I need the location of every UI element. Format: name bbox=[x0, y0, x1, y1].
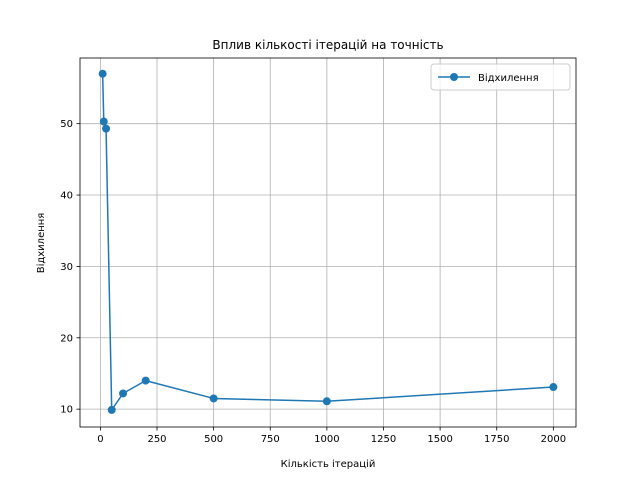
plot-frame bbox=[79, 57, 577, 428]
data-point bbox=[322, 397, 331, 406]
data-point bbox=[102, 124, 111, 133]
x-tick-label: 1500 bbox=[427, 434, 452, 445]
data-point bbox=[98, 69, 107, 78]
data-point bbox=[209, 394, 218, 403]
x-axis-label: Кількість ітерацій bbox=[281, 458, 376, 470]
x-tick-label: 1000 bbox=[314, 434, 339, 445]
data-point bbox=[119, 389, 128, 398]
y-tick-label: 50 bbox=[60, 119, 73, 130]
y-tick-label: 40 bbox=[60, 191, 73, 202]
grid bbox=[80, 58, 576, 427]
x-tick-label: 500 bbox=[204, 434, 223, 445]
legend-box bbox=[430, 63, 571, 91]
legend-marker-icon bbox=[450, 73, 458, 81]
y-axis-label: Відхилення bbox=[35, 213, 47, 274]
legend: Відхилення bbox=[430, 63, 571, 91]
data-point bbox=[107, 405, 116, 414]
y-axis: 10 20 30 40 50 bbox=[60, 119, 80, 416]
x-tick-label: 0 bbox=[97, 434, 103, 445]
x-axis: 0 250 500 750 1000 1250 1500 1750 2000 bbox=[97, 427, 566, 445]
y-tick-label: 10 bbox=[60, 405, 73, 416]
data-point bbox=[99, 117, 108, 126]
data-point bbox=[549, 383, 558, 392]
x-tick-label: 1250 bbox=[371, 434, 396, 445]
x-tick-label: 750 bbox=[261, 434, 280, 445]
y-tick-label: 30 bbox=[60, 262, 73, 273]
x-tick-label: 1750 bbox=[484, 434, 509, 445]
plot-area bbox=[80, 58, 576, 427]
y-tick-label: 20 bbox=[60, 333, 73, 344]
chart-title: Вплив кількості ітерацій на точність bbox=[212, 38, 443, 52]
data-point bbox=[141, 376, 150, 385]
x-tick-label: 250 bbox=[147, 434, 166, 445]
x-tick-label: 2000 bbox=[541, 434, 566, 445]
series-group bbox=[98, 69, 558, 414]
legend-entry-label: Відхилення bbox=[478, 72, 539, 84]
